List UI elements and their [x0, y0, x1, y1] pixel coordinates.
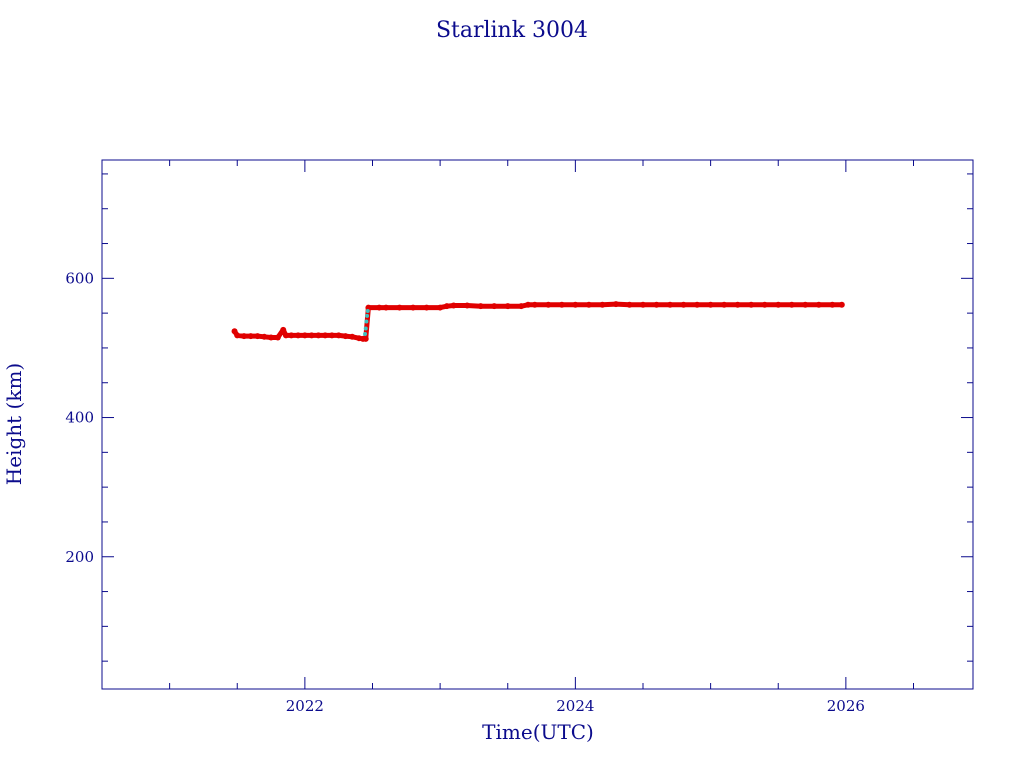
data-point	[450, 302, 457, 309]
data-point	[531, 301, 538, 308]
data-point	[599, 301, 606, 308]
data-point	[838, 301, 845, 308]
data-point	[268, 334, 275, 341]
axis-ticks	[101, 160, 973, 689]
data-point	[322, 332, 329, 339]
chart-title: Starlink 3004	[436, 18, 588, 43]
data-point	[274, 334, 281, 341]
y-axis-label: Height (km)	[2, 363, 26, 485]
data-point	[383, 304, 390, 311]
data-point	[525, 301, 532, 308]
data-point	[423, 304, 430, 311]
data-point	[585, 301, 592, 308]
data-point	[362, 335, 369, 342]
data-point	[301, 332, 308, 339]
y-tick-label: 600	[65, 269, 94, 287]
data-point	[396, 304, 403, 311]
x-axis-label: Time(UTC)	[482, 720, 594, 744]
data-point	[464, 302, 471, 309]
y-tick-label: 400	[65, 409, 94, 427]
transfer-point	[363, 326, 368, 331]
data-point	[545, 301, 552, 308]
transfer-series	[363, 309, 370, 337]
data-point	[639, 301, 646, 308]
data-point	[788, 301, 795, 308]
data-point	[572, 301, 579, 308]
data-point	[802, 301, 809, 308]
data-point	[234, 332, 241, 339]
data-point	[443, 303, 450, 310]
data-point	[308, 332, 315, 339]
data-point	[295, 332, 302, 339]
data-point	[288, 332, 295, 339]
data-point	[254, 333, 261, 340]
data-point	[261, 333, 268, 340]
data-point	[694, 301, 701, 308]
transfer-point	[364, 319, 369, 324]
transfer-point	[363, 332, 368, 337]
data-point	[748, 301, 755, 308]
data-point	[315, 332, 322, 339]
data-point	[829, 301, 836, 308]
data-point	[518, 303, 525, 310]
y-tick-label: 200	[65, 548, 94, 566]
data-point	[612, 301, 619, 308]
data-point	[491, 303, 498, 310]
data-point	[680, 301, 687, 308]
data-point	[775, 301, 782, 308]
data-point	[477, 303, 484, 310]
plot-frame	[101, 159, 974, 690]
data-point	[734, 301, 741, 308]
data-point	[653, 301, 660, 308]
data-point	[667, 301, 674, 308]
data-point	[282, 332, 289, 339]
transfer-point	[365, 313, 370, 318]
transfer-point	[365, 309, 370, 314]
data-point	[280, 326, 287, 333]
data-point	[437, 304, 444, 311]
data-point	[335, 332, 342, 339]
x-tick-label: 2024	[556, 697, 594, 715]
data-point	[721, 301, 728, 308]
x-tick-label: 2022	[286, 697, 324, 715]
height-series	[231, 301, 845, 342]
data-point	[558, 301, 565, 308]
data-point	[707, 301, 714, 308]
data-point	[247, 333, 254, 340]
data-point	[349, 333, 356, 340]
data-point	[328, 332, 335, 339]
data-point	[365, 304, 372, 311]
data-point	[241, 333, 248, 340]
data-point	[376, 304, 383, 311]
data-point	[504, 303, 511, 310]
data-point	[815, 301, 822, 308]
data-layer	[231, 301, 845, 342]
data-point	[410, 304, 417, 311]
data-point	[761, 301, 768, 308]
data-point	[342, 333, 349, 340]
data-point	[626, 301, 633, 308]
axis-tick-labels: 2022 2024 2026 200 400 600	[65, 269, 865, 715]
x-tick-label: 2026	[827, 697, 865, 715]
